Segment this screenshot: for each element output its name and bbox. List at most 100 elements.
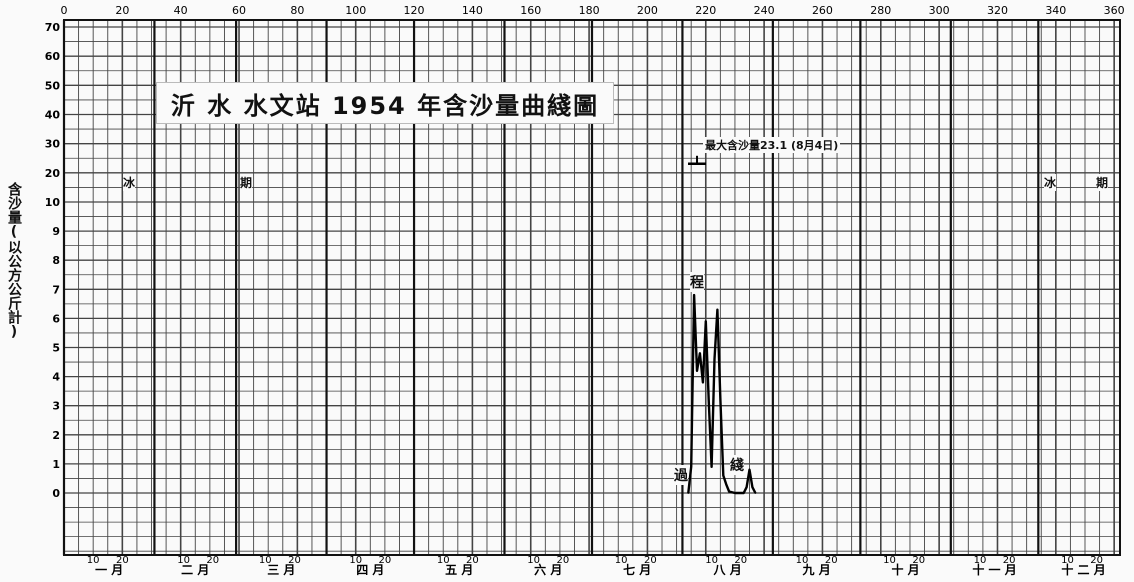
month-label: 七 月 xyxy=(623,563,651,577)
sediment-data-point xyxy=(707,398,710,401)
month-label: 十 二 月 xyxy=(1061,562,1105,577)
y-tick-label: 2 xyxy=(52,429,60,442)
x-tick-label: 280 xyxy=(870,4,891,17)
sediment-data-point xyxy=(713,358,716,361)
month-label: 六 月 xyxy=(534,562,562,577)
month-label: 二 月 xyxy=(181,563,209,577)
x-tick-label: 180 xyxy=(579,4,600,17)
sediment-data-point xyxy=(722,474,725,477)
month-subtick-label: 10 xyxy=(1061,555,1074,566)
x-tick-label: 320 xyxy=(987,4,1008,17)
y-axis-ticks: 0 1 2 3 4 5 6 7 8 9 10 20 30 40 50 60 70 xyxy=(45,21,61,500)
month-subtick-label: 20 xyxy=(288,555,301,566)
y-tick-label: 1 xyxy=(52,458,60,471)
month-subtick-label: 20 xyxy=(912,555,925,566)
x-tick-label: 100 xyxy=(345,4,366,17)
sediment-data-point xyxy=(751,486,754,489)
sediment-data-point xyxy=(725,483,728,486)
month-subtick-label: 20 xyxy=(466,555,479,566)
x-tick-label: 260 xyxy=(812,4,833,17)
sediment-data-point xyxy=(719,398,722,401)
month-subtick-label: 10 xyxy=(883,555,896,566)
month-label: 八 月 xyxy=(713,563,742,577)
month-subtick-label: 10 xyxy=(705,555,718,566)
x-tick-label: 20 xyxy=(115,4,129,17)
month-axis: 一 月10 20二 月10 20三 月10 20四 月10 20五 月10 20六 月10… xyxy=(87,555,1106,577)
x-tick-label: 40 xyxy=(174,4,188,17)
month-subtick-label: 10 xyxy=(974,555,987,566)
y-tick-label: 20 xyxy=(45,167,61,180)
sediment-data-point xyxy=(742,492,745,494)
major-grid xyxy=(62,19,1121,556)
sediment-data-point xyxy=(701,381,704,384)
month-subtick-label: 10 xyxy=(259,555,272,566)
month-subtick-label: 10 xyxy=(349,555,362,566)
month-label: 三 月 xyxy=(267,563,295,577)
month-subtick-label: 20 xyxy=(116,555,129,566)
max-sediment-annotation: 最大含沙量23.1 (8月4日) xyxy=(703,137,841,153)
x-tick-label: 340 xyxy=(1045,4,1066,17)
y-tick-label: 5 xyxy=(52,342,60,355)
x-tick-label: 120 xyxy=(404,4,425,17)
sediment-data-point xyxy=(704,320,707,323)
x-tick-label: 160 xyxy=(520,4,541,17)
y-tick-label: 40 xyxy=(45,109,61,122)
y-tick-label: 7 xyxy=(52,283,60,296)
ice-period-left-a: 冰 xyxy=(123,174,136,191)
month-label: 十 一 月 xyxy=(972,562,1016,577)
sediment-data-point xyxy=(690,465,693,468)
chart-title: 沂 水 水文站 1954 年含沙量曲綫圖 xyxy=(156,82,614,124)
month-subtick-label: 20 xyxy=(825,555,838,566)
x-tick-label: 240 xyxy=(754,4,775,17)
sediment-data-point xyxy=(745,486,748,489)
flood-process-label: 程 xyxy=(690,272,704,292)
month-label: 五 月 xyxy=(445,563,473,577)
y-tick-label: 10 xyxy=(45,196,61,209)
y-tick-label: 60 xyxy=(45,50,61,63)
x-tick-label: 0 xyxy=(61,4,68,17)
sediment-data-point xyxy=(754,492,757,494)
sediment-data-point xyxy=(710,465,713,468)
sediment-data-point xyxy=(687,492,690,494)
x-tick-label: 360 xyxy=(1104,4,1125,17)
x-axis-ticks: 0 20 40 60 80 100 120 140 160 180 200 220 240 260 280 3… xyxy=(61,4,1125,17)
x-tick-label: 220 xyxy=(695,4,716,17)
ice-period-left-b: 期 xyxy=(240,174,253,191)
month-subtick-label: 20 xyxy=(206,555,219,566)
y-tick-label: 3 xyxy=(52,400,60,413)
month-label: 四 月 xyxy=(356,563,384,577)
x-tick-label: 300 xyxy=(929,4,950,17)
flood-start-label: 過 xyxy=(674,465,688,485)
month-subtick-label: 20 xyxy=(1090,555,1103,566)
x-tick-label: 80 xyxy=(290,4,304,17)
month-subtick-label: 20 xyxy=(734,555,747,566)
ice-period-right-a: 冰 xyxy=(1044,174,1057,191)
y-tick-label: 9 xyxy=(52,225,60,238)
month-subtick-label: 20 xyxy=(379,555,392,566)
y-axis-label: 含沙量(以公方公斤計) xyxy=(6,182,22,340)
month-label: 一 月 xyxy=(95,563,123,577)
month-label: 十 月 xyxy=(891,562,919,577)
max-marker-layer xyxy=(688,155,707,166)
month-label: 九 月 xyxy=(802,562,831,577)
sediment-data-point xyxy=(716,308,719,311)
y-tick-label: 0 xyxy=(52,487,60,500)
y-tick-label: 30 xyxy=(45,138,61,151)
x-tick-label: 140 xyxy=(462,4,483,17)
y-tick-label: 6 xyxy=(52,312,60,325)
sediment-data-point xyxy=(728,490,731,493)
month-subtick-label: 10 xyxy=(177,555,190,566)
plot-frame xyxy=(63,19,1121,556)
y-tick-label: 8 xyxy=(52,254,60,267)
x-tick-label: 200 xyxy=(637,4,658,17)
month-subtick-label: 10 xyxy=(437,555,450,566)
month-subtick-label: 10 xyxy=(796,555,809,566)
sediment-data-point xyxy=(734,492,736,494)
y-tick-label: 50 xyxy=(45,79,61,92)
month-subtick-label: 20 xyxy=(1003,555,1016,566)
month-subtick-label: 20 xyxy=(644,555,657,566)
sediment-data-point xyxy=(748,468,751,471)
x-tick-label: 60 xyxy=(232,4,246,17)
flood-end-label: 綫 xyxy=(730,455,744,475)
